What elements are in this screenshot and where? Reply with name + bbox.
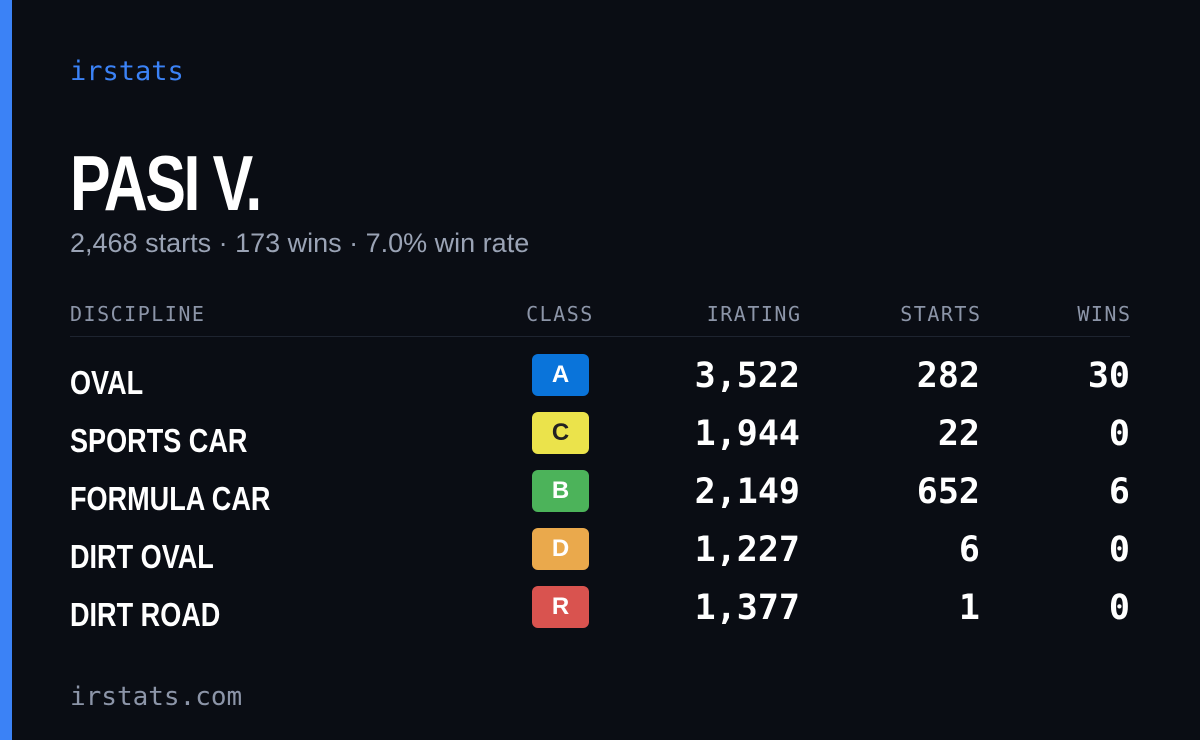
discipline: SPORTS CAR: [70, 422, 248, 459]
starts: 22: [937, 414, 980, 454]
wins: 0: [1108, 530, 1130, 570]
irating: 1,227: [694, 530, 800, 570]
column-header: IRATING: [706, 302, 802, 326]
class-badge: R: [532, 586, 589, 628]
column-header: CLASS: [526, 302, 594, 326]
irating: 1,944: [694, 414, 800, 454]
wins: 6: [1108, 472, 1130, 512]
irating: 3,522: [694, 356, 800, 396]
discipline: DIRT ROAD: [70, 596, 221, 633]
driver-name: PASI V.: [70, 139, 262, 227]
class-badge: D: [532, 528, 589, 570]
discipline: DIRT OVAL: [70, 538, 214, 575]
accent-bar: [0, 0, 12, 740]
column-header: STARTS: [900, 302, 982, 326]
irating: 1,377: [694, 588, 800, 628]
footer: irstats.com: [70, 682, 243, 712]
class-badge: B: [532, 470, 589, 512]
column-header: WINS: [1077, 302, 1132, 326]
class-badge: A: [532, 354, 589, 396]
brand: irstats: [70, 56, 184, 87]
starts: 6: [958, 530, 980, 570]
class-badge: C: [532, 412, 589, 454]
wins: 0: [1108, 414, 1130, 454]
irating: 2,149: [694, 472, 800, 512]
header-rule: [70, 336, 1130, 337]
starts: 282: [916, 356, 980, 396]
discipline: OVAL: [70, 364, 144, 401]
column-header: DISCIPLINE: [70, 302, 206, 326]
starts: 1: [958, 588, 980, 628]
driver-summary: 2,468 starts · 173 wins · 7.0% win rate: [70, 228, 530, 258]
discipline: FORMULA CAR: [70, 480, 271, 517]
wins: 30: [1087, 356, 1130, 396]
starts: 652: [916, 472, 980, 512]
wins: 0: [1108, 588, 1130, 628]
